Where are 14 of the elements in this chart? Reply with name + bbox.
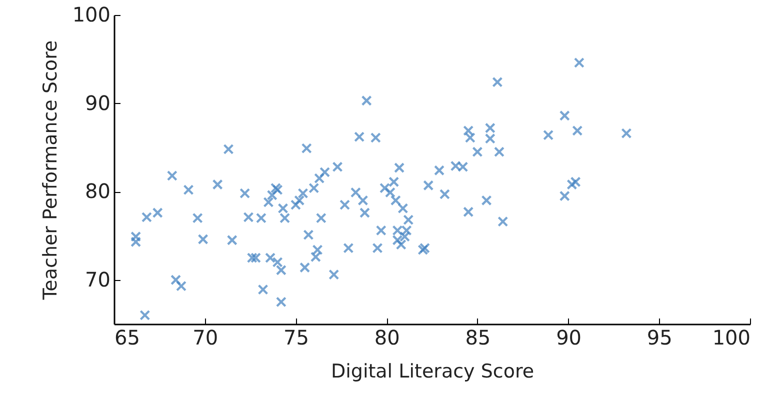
y-tick-label: 70 <box>85 267 110 292</box>
x-tick-label: 100 <box>712 326 750 350</box>
x-tick-label: 75 <box>283 326 309 350</box>
y-tick-label: 90 <box>85 90 110 115</box>
x-tick-label: 70 <box>192 326 218 350</box>
x-tick-label: 65 <box>114 326 140 350</box>
y-tick-label: 100 <box>72 2 110 26</box>
x-tick-label: 95 <box>646 326 672 350</box>
x-axis-title: Digital Literacy Score <box>330 360 534 382</box>
y-tick-label: 80 <box>85 179 110 204</box>
x-tick-label: 80 <box>374 326 400 350</box>
y-axis-title: Teacher Performance Score <box>39 40 62 301</box>
x-tick-label: 90 <box>556 326 582 350</box>
x-tick-label: 85 <box>465 326 491 350</box>
